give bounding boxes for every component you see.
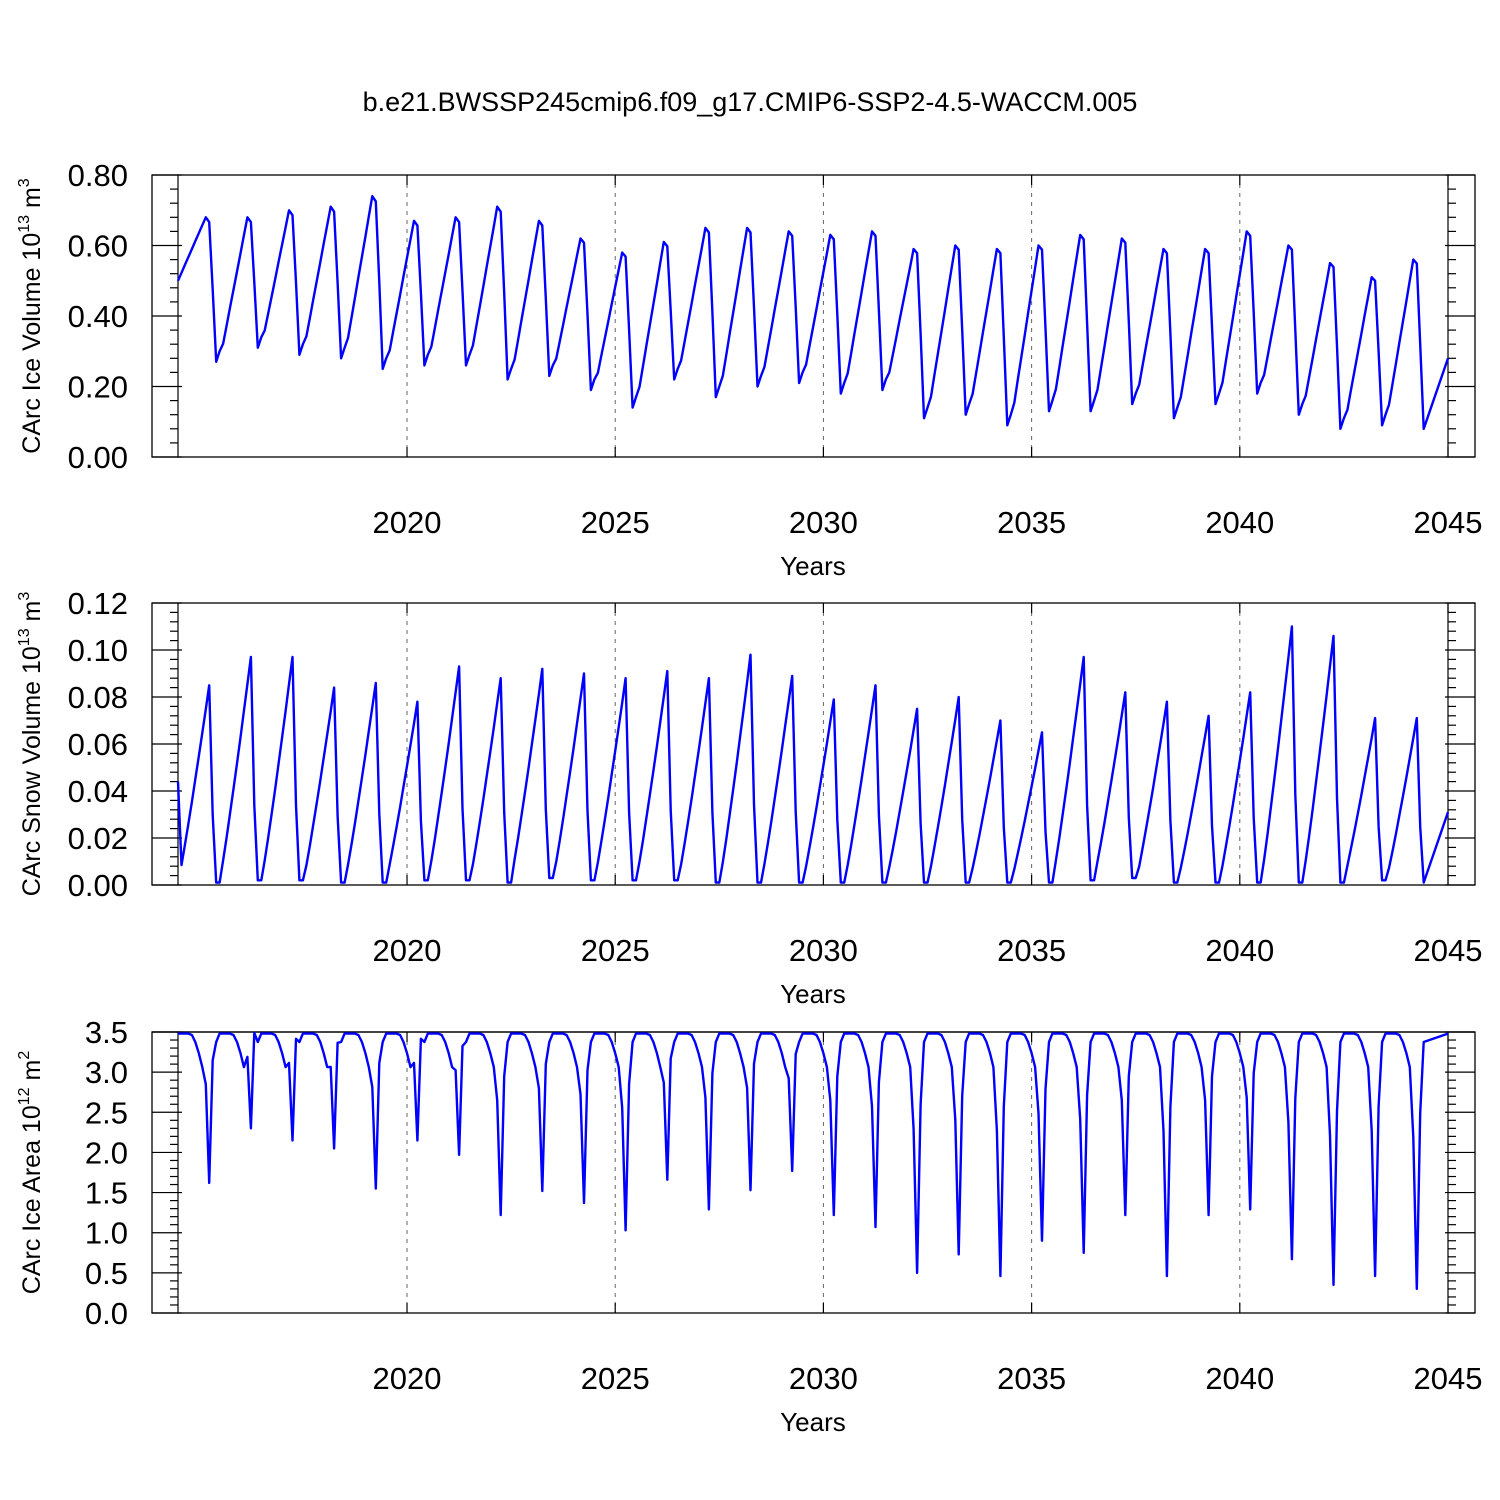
chart-title: b.e21.BWSSP245cmip6.f09_g17.CMIP6-SSP2-4… [363,87,1138,117]
y-tick-label: 0.5 [85,1256,128,1291]
ice-area-series-line [178,1031,1449,1291]
y-axis-label-text: CArc Ice Area 10 [18,1105,46,1294]
y-axis-label-text: CArc Snow Volume 10 [18,646,46,896]
y-tick-label: 1.0 [85,1216,128,1251]
y-tick-label: 0.02 [68,821,128,856]
ice-volume-series-line [176,195,1450,430]
y-tick-label: 0.40 [68,299,128,334]
plot-frame [151,602,1476,886]
x-axis-label: Years [780,551,846,581]
x-tick-label: 2025 [581,933,650,968]
x-tick-label: 2020 [373,933,442,968]
y-tick-label: 0.80 [68,158,128,193]
y-tick-label: 0.00 [68,868,128,903]
y-tick-label: 0.20 [68,370,128,405]
plot-frame [151,1031,1476,1314]
y-tick-label: 1.5 [85,1176,128,1211]
y-tick-label: 3.0 [85,1055,128,1090]
y-tick-label: 0.04 [68,774,128,809]
x-tick-label: 2040 [1205,505,1274,540]
y-axis-label-unit: m [18,187,46,215]
x-tick-label: 2020 [373,505,442,540]
y-axis-label-unit: m [18,1060,46,1088]
y-axis-label-unit: m [18,601,46,629]
plot-frame [151,174,1476,458]
ice-area-panel: 2020 2025 2030 2035 2040 2045 0.0 0.5 1.0 1.5 2.0 2… [16,1015,1482,1437]
x-tick-label: 2030 [789,1361,858,1396]
snow-volume-panel: 2020 2025 2030 2035 2040 2045 0.00 0.02 0.04 0.06… [16,586,1482,1009]
y-axis-label: CArc Snow Volume 1013 m3 [16,592,46,897]
y-axis-label-unit-exponent: 2 [16,1051,33,1060]
x-tick-label: 2035 [997,505,1066,540]
y-axis-label: CArc Ice Volume 1013 m3 [16,178,46,454]
y-tick-label: 0.12 [68,586,128,621]
y-tick-label: 2.5 [85,1095,128,1130]
y-tick-label: 0.00 [68,440,128,475]
x-tick-label: 2035 [997,933,1066,968]
y-axis-label-exponent: 13 [16,215,33,233]
y-tick-label: 0.0 [85,1296,128,1331]
y-axis-label-unit-exponent: 3 [16,178,33,187]
y-tick-label: 0.08 [68,680,128,715]
x-tick-label: 2035 [997,1361,1066,1396]
x-tick-label: 2030 [789,505,858,540]
ice-volume-panel: 2020 2025 2030 2035 2040 2045 0.00 0.20 0.40 0.60… [16,158,1482,581]
x-tick-label: 2025 [581,1361,650,1396]
y-axis-label-exponent: 13 [16,628,33,646]
y-tick-label: 0.10 [68,633,128,668]
y-tick-label: 2.0 [85,1135,128,1170]
x-tick-label: 2045 [1414,505,1483,540]
x-tick-label: 2045 [1414,933,1483,968]
y-tick-label: 0.06 [68,727,128,762]
y-axis-label-exponent: 12 [16,1087,33,1105]
x-tick-label: 2025 [581,505,650,540]
snow-volume-series-line [176,625,1450,884]
x-tick-label: 2020 [373,1361,442,1396]
x-tick-label: 2045 [1414,1361,1483,1396]
y-axis-label-unit-exponent: 3 [16,592,33,601]
y-axis-label: CArc Ice Area 1012 m2 [16,1051,46,1295]
x-tick-label: 2040 [1205,933,1274,968]
x-tick-label: 2040 [1205,1361,1274,1396]
y-tick-label: 3.5 [85,1015,128,1050]
x-axis-label: Years [780,979,846,1009]
y-tick-label: 0.60 [68,229,128,264]
y-axis-label-text: CArc Ice Volume 10 [18,233,46,454]
x-axis-label: Years [780,1407,846,1437]
x-tick-label: 2030 [789,933,858,968]
